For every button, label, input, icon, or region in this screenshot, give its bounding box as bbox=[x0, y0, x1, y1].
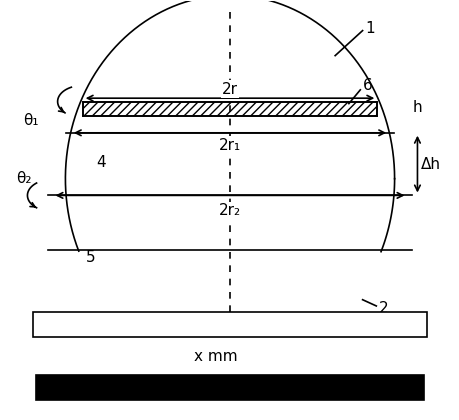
Text: 5: 5 bbox=[86, 250, 95, 265]
Text: x mm: x mm bbox=[194, 349, 238, 365]
Text: 3: 3 bbox=[401, 380, 410, 395]
Bar bbox=[83, 102, 376, 116]
Text: 2r₂: 2r₂ bbox=[218, 203, 241, 218]
Bar bbox=[36, 375, 423, 400]
Text: 2: 2 bbox=[378, 301, 387, 315]
Text: 2r₁: 2r₁ bbox=[218, 138, 241, 153]
Text: 6: 6 bbox=[362, 78, 371, 93]
Text: θ₁: θ₁ bbox=[23, 113, 39, 128]
Text: h: h bbox=[412, 100, 422, 115]
Text: Δh: Δh bbox=[420, 157, 440, 172]
Text: L: L bbox=[225, 381, 234, 396]
Text: 4: 4 bbox=[96, 155, 106, 170]
Bar bbox=[34, 312, 425, 337]
Text: 1: 1 bbox=[364, 21, 374, 36]
Text: 2r: 2r bbox=[222, 81, 237, 97]
Text: θ₂: θ₂ bbox=[16, 171, 32, 186]
